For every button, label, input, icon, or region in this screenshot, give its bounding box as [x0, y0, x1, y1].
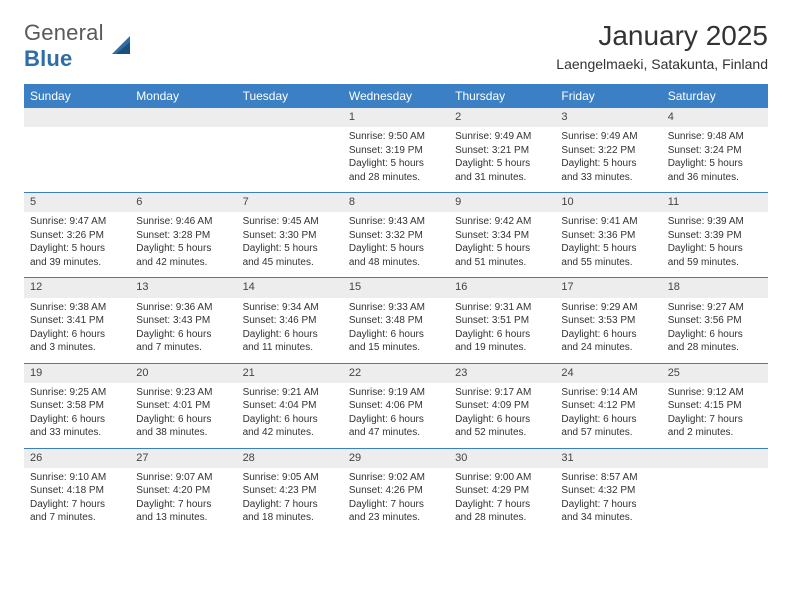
day-info: Sunrise: 9:12 AMSunset: 4:15 PMDaylight:… [662, 383, 768, 448]
day-header: Tuesday [237, 84, 343, 108]
day-info: Sunrise: 9:36 AMSunset: 3:43 PMDaylight:… [130, 298, 236, 363]
day-number: 3 [555, 108, 661, 127]
day-info: Sunrise: 9:19 AMSunset: 4:06 PMDaylight:… [343, 383, 449, 448]
day-number: 5 [24, 193, 130, 212]
day-number: 18 [662, 278, 768, 297]
day-info: Sunrise: 9:43 AMSunset: 3:32 PMDaylight:… [343, 212, 449, 277]
day-number: 6 [130, 193, 236, 212]
day-info: Sunrise: 9:49 AMSunset: 3:21 PMDaylight:… [449, 127, 555, 192]
day-number: 19 [24, 364, 130, 383]
day-number [237, 108, 343, 127]
day-info: Sunrise: 9:25 AMSunset: 3:58 PMDaylight:… [24, 383, 130, 448]
day-number: 16 [449, 278, 555, 297]
day-number: 24 [555, 364, 661, 383]
calendar-table: SundayMondayTuesdayWednesdayThursdayFrid… [24, 84, 768, 533]
calendar-header-row: SundayMondayTuesdayWednesdayThursdayFrid… [24, 84, 768, 108]
day-info: Sunrise: 9:45 AMSunset: 3:30 PMDaylight:… [237, 212, 343, 277]
day-number: 22 [343, 364, 449, 383]
day-number: 23 [449, 364, 555, 383]
logo-sail-icon [108, 32, 136, 60]
day-info: Sunrise: 9:14 AMSunset: 4:12 PMDaylight:… [555, 383, 661, 448]
day-info: Sunrise: 9:27 AMSunset: 3:56 PMDaylight:… [662, 298, 768, 363]
day-info [24, 127, 130, 179]
title-block: January 2025 Laengelmaeki, Satakunta, Fi… [556, 20, 768, 72]
day-info: Sunrise: 9:34 AMSunset: 3:46 PMDaylight:… [237, 298, 343, 363]
day-info: Sunrise: 9:29 AMSunset: 3:53 PMDaylight:… [555, 298, 661, 363]
day-number [130, 108, 236, 127]
day-info: Sunrise: 9:23 AMSunset: 4:01 PMDaylight:… [130, 383, 236, 448]
day-number: 2 [449, 108, 555, 127]
day-number: 25 [662, 364, 768, 383]
day-info: Sunrise: 9:50 AMSunset: 3:19 PMDaylight:… [343, 127, 449, 192]
day-number: 12 [24, 278, 130, 297]
logo: General Blue [24, 20, 136, 72]
month-title: January 2025 [556, 20, 768, 52]
day-number: 13 [130, 278, 236, 297]
day-number: 31 [555, 449, 661, 468]
page: { "brand": { "word1": "General", "word2"… [0, 0, 792, 612]
day-header: Friday [555, 84, 661, 108]
day-header: Wednesday [343, 84, 449, 108]
day-number: 27 [130, 449, 236, 468]
day-info: Sunrise: 9:42 AMSunset: 3:34 PMDaylight:… [449, 212, 555, 277]
day-number: 8 [343, 193, 449, 212]
day-info: Sunrise: 9:33 AMSunset: 3:48 PMDaylight:… [343, 298, 449, 363]
day-info: Sunrise: 9:17 AMSunset: 4:09 PMDaylight:… [449, 383, 555, 448]
logo-word-2: Blue [24, 46, 72, 71]
day-info: Sunrise: 9:21 AMSunset: 4:04 PMDaylight:… [237, 383, 343, 448]
day-number: 26 [24, 449, 130, 468]
day-number: 15 [343, 278, 449, 297]
day-number: 9 [449, 193, 555, 212]
day-info: Sunrise: 9:38 AMSunset: 3:41 PMDaylight:… [24, 298, 130, 363]
header: General Blue January 2025 Laengelmaeki, … [24, 20, 768, 72]
day-number: 20 [130, 364, 236, 383]
day-number: 7 [237, 193, 343, 212]
day-number: 14 [237, 278, 343, 297]
logo-word-1: General [24, 20, 104, 45]
day-number: 4 [662, 108, 768, 127]
day-info: Sunrise: 9:31 AMSunset: 3:51 PMDaylight:… [449, 298, 555, 363]
day-number: 29 [343, 449, 449, 468]
day-info: Sunrise: 9:39 AMSunset: 3:39 PMDaylight:… [662, 212, 768, 277]
day-info [130, 127, 236, 179]
day-number: 1 [343, 108, 449, 127]
day-info: Sunrise: 9:02 AMSunset: 4:26 PMDaylight:… [343, 468, 449, 533]
day-number: 10 [555, 193, 661, 212]
day-info: Sunrise: 9:47 AMSunset: 3:26 PMDaylight:… [24, 212, 130, 277]
day-number [24, 108, 130, 127]
day-info [237, 127, 343, 179]
day-info: Sunrise: 9:00 AMSunset: 4:29 PMDaylight:… [449, 468, 555, 533]
day-info: Sunrise: 9:49 AMSunset: 3:22 PMDaylight:… [555, 127, 661, 192]
day-info: Sunrise: 9:10 AMSunset: 4:18 PMDaylight:… [24, 468, 130, 533]
day-info: Sunrise: 8:57 AMSunset: 4:32 PMDaylight:… [555, 468, 661, 533]
day-info [662, 468, 768, 520]
day-number [662, 449, 768, 468]
logo-text: General Blue [24, 20, 104, 72]
day-number: 21 [237, 364, 343, 383]
day-info: Sunrise: 9:46 AMSunset: 3:28 PMDaylight:… [130, 212, 236, 277]
day-number: 17 [555, 278, 661, 297]
location: Laengelmaeki, Satakunta, Finland [556, 56, 768, 72]
day-info: Sunrise: 9:07 AMSunset: 4:20 PMDaylight:… [130, 468, 236, 533]
day-info: Sunrise: 9:48 AMSunset: 3:24 PMDaylight:… [662, 127, 768, 192]
day-header: Sunday [24, 84, 130, 108]
day-number: 11 [662, 193, 768, 212]
day-header: Monday [130, 84, 236, 108]
day-header: Thursday [449, 84, 555, 108]
day-info: Sunrise: 9:41 AMSunset: 3:36 PMDaylight:… [555, 212, 661, 277]
day-number: 28 [237, 449, 343, 468]
day-header: Saturday [662, 84, 768, 108]
day-info: Sunrise: 9:05 AMSunset: 4:23 PMDaylight:… [237, 468, 343, 533]
day-number: 30 [449, 449, 555, 468]
